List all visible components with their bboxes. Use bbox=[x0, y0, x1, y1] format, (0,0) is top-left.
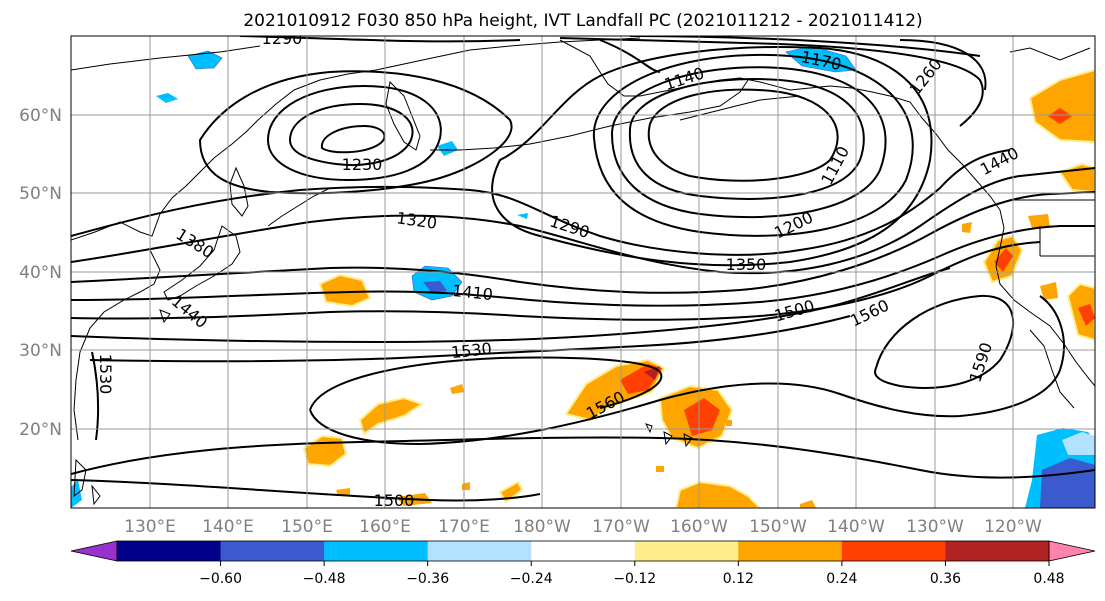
colorbar-ticks: −0.60 −0.48 −0.36 −0.24 −0.12 0.12 0.24 0.36 0.4… bbox=[199, 561, 1065, 587]
lon-label: 150°W bbox=[749, 517, 807, 537]
lon-label: 120°W bbox=[984, 517, 1042, 537]
contour-label: 1410 bbox=[451, 281, 493, 304]
lat-label: 30°N bbox=[19, 341, 62, 361]
colorbar-segment bbox=[841, 541, 946, 561]
lon-label: 150°E bbox=[281, 517, 333, 537]
colorbar-tick-label: −0.48 bbox=[303, 571, 346, 587]
colorbar-tick-label: 0.48 bbox=[1033, 571, 1064, 587]
colorbar-tick-label: −0.24 bbox=[510, 571, 553, 587]
contour-label: 1530 bbox=[450, 339, 492, 362]
lon-label: 130°E bbox=[124, 517, 176, 537]
colorbar-segment bbox=[634, 541, 739, 561]
colorbar-segment bbox=[945, 541, 1050, 561]
colorbar-tick-label: −0.12 bbox=[613, 571, 656, 587]
colorbar-tick-label: 0.36 bbox=[930, 571, 961, 587]
contour-label: 1290 bbox=[262, 29, 303, 48]
latitude-labels: 60°N 50°N 40°N 30°N 20°N bbox=[19, 106, 62, 440]
lat-label: 20°N bbox=[19, 420, 62, 440]
lat-label: 40°N bbox=[19, 263, 62, 283]
longitude-labels: 130°E 140°E 150°E 160°E 170°E 180°W 170°… bbox=[124, 517, 1042, 537]
colorbar-segment bbox=[117, 541, 222, 561]
lon-label: 160°W bbox=[670, 517, 728, 537]
contour-label: 1500 bbox=[374, 491, 415, 510]
lat-label: 60°N bbox=[19, 106, 62, 126]
lon-label: 130°W bbox=[906, 517, 964, 537]
colorbar-segment bbox=[738, 541, 843, 561]
colorbar-outline bbox=[116, 540, 1050, 562]
lon-label: 170°W bbox=[592, 517, 650, 537]
map-title: 2021010912 F030 850 hPa height, IVT Land… bbox=[243, 11, 922, 31]
ivt-shading bbox=[71, 45, 1095, 508]
colorbar-segments bbox=[70, 540, 1096, 562]
lat-label: 50°N bbox=[19, 184, 62, 204]
colorbar-tick-label: −0.36 bbox=[406, 571, 449, 587]
colorbar-segment bbox=[324, 541, 429, 561]
colorbar-extension-right bbox=[1048, 540, 1096, 562]
colorbar: −0.60 −0.48 −0.36 −0.24 −0.12 0.12 0.24 0.36 0.4… bbox=[70, 540, 1096, 587]
map-panel: 1290 1170 1230 1140 1260 1110 1290 1320 … bbox=[70, 29, 1096, 510]
contour-label: 1350 bbox=[726, 255, 767, 274]
contour-label: 1530 bbox=[96, 354, 115, 395]
coastlines bbox=[71, 37, 1095, 506]
colorbar-segment bbox=[427, 541, 532, 561]
height-contours bbox=[71, 36, 1095, 502]
colorbar-tick-label: −0.60 bbox=[199, 571, 242, 587]
colorbar-segment bbox=[220, 541, 325, 561]
lon-label: 140°E bbox=[202, 517, 254, 537]
lon-label: 160°E bbox=[359, 517, 411, 537]
gridlines bbox=[71, 36, 1095, 508]
colorbar-tick-label: 0.12 bbox=[723, 571, 754, 587]
lon-label: 180°W bbox=[513, 517, 571, 537]
colorbar-extension-left bbox=[70, 540, 118, 562]
lon-label: 140°W bbox=[827, 517, 885, 537]
lon-label: 170°E bbox=[438, 517, 490, 537]
colorbar-segment bbox=[531, 541, 636, 561]
contour-label: 1230 bbox=[342, 155, 383, 174]
colorbar-tick-label: 0.24 bbox=[826, 571, 857, 587]
